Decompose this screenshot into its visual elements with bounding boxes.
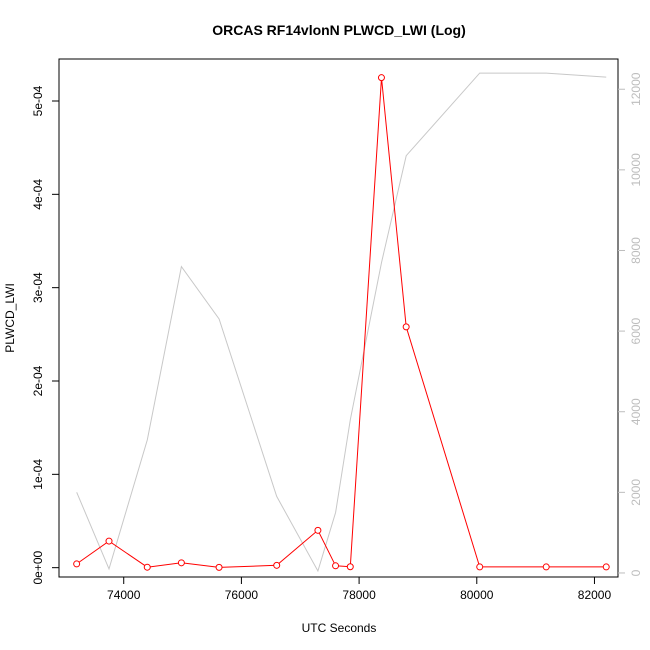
y-tick-label: 0e+00 [31, 550, 45, 584]
data-point [346, 563, 354, 571]
y2-tick-label: 12000 [629, 72, 643, 106]
series-line-right [76, 72, 607, 573]
y-axis-label: PLWCD_LWI [3, 283, 17, 353]
data-point [177, 559, 185, 567]
x-tick-label: 80000 [460, 588, 494, 602]
data-point [143, 563, 151, 571]
y2-tick-label: 10000 [629, 153, 643, 187]
y-axis: 0e+00 1e-04 2e-04 3e-04 4e-04 5e-04 [31, 85, 59, 585]
x-tick-label: 78000 [342, 588, 376, 602]
y2-tick-label: 6000 [629, 317, 643, 344]
x-axis: 74000 76000 78000 80000 82000 [107, 577, 611, 602]
series-layer [73, 72, 610, 573]
data-point [542, 563, 550, 571]
y-tick-label: 2e-04 [31, 365, 45, 396]
y2-tick-label: 2000 [629, 479, 643, 506]
data-point [377, 74, 385, 82]
plot-frame [58, 58, 619, 578]
data-point [73, 560, 81, 568]
y2-axis: 0 2000 4000 6000 8000 10000 12000 [618, 72, 643, 576]
y2-tick-label: 4000 [629, 398, 643, 425]
y2-tick-label: 0 [629, 569, 643, 576]
x-axis-label: UTC Seconds [302, 621, 377, 635]
y-tick-label: 1e-04 [31, 459, 45, 490]
data-point [402, 323, 410, 331]
x-tick-label: 82000 [578, 588, 612, 602]
data-point [476, 563, 484, 571]
y2-tick-label: 8000 [629, 237, 643, 264]
x-tick-label: 74000 [107, 588, 141, 602]
data-point [314, 526, 322, 534]
y-tick-label: 5e-04 [31, 85, 45, 116]
y-tick-label: 3e-04 [31, 272, 45, 303]
x-tick-label: 76000 [225, 588, 259, 602]
chart-title: ORCAS RF14vlonN PLWCD_LWI (Log) [212, 22, 466, 38]
data-point [602, 563, 610, 571]
y-tick-label: 4e-04 [31, 179, 45, 210]
data-point [273, 561, 281, 569]
data-point [332, 562, 340, 570]
data-point [215, 563, 223, 571]
data-point [105, 537, 113, 545]
series-line-left [76, 77, 607, 568]
